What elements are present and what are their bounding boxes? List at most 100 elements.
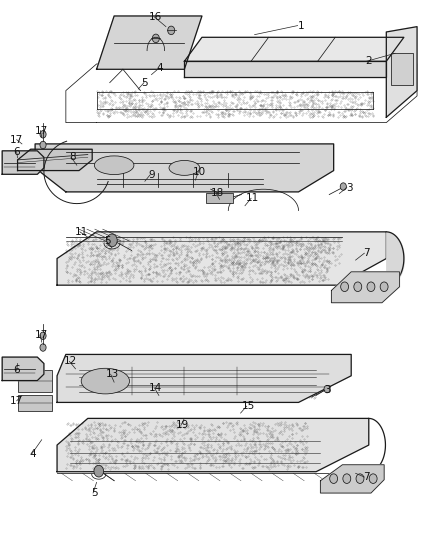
Point: [107, 106, 114, 114]
Point: [227, 246, 234, 255]
Point: [215, 423, 222, 432]
Point: [300, 100, 307, 108]
Point: [334, 243, 341, 252]
Point: [268, 381, 276, 389]
Point: [178, 458, 185, 466]
Point: [328, 111, 336, 119]
Point: [182, 268, 189, 277]
Point: [308, 381, 315, 389]
Point: [167, 238, 174, 247]
Point: [335, 252, 342, 260]
Point: [132, 364, 139, 373]
Point: [101, 378, 108, 387]
Point: [111, 457, 118, 466]
Point: [172, 243, 179, 252]
Point: [89, 244, 96, 252]
Point: [192, 365, 199, 374]
Point: [269, 444, 276, 453]
Point: [222, 92, 229, 101]
Point: [243, 240, 250, 248]
Point: [315, 273, 322, 282]
Point: [160, 260, 167, 269]
Point: [229, 261, 236, 269]
Point: [125, 367, 132, 376]
Point: [199, 385, 206, 394]
Point: [261, 441, 268, 450]
Point: [206, 370, 213, 378]
Point: [120, 429, 127, 437]
Point: [225, 418, 232, 427]
Point: [305, 373, 312, 381]
Point: [237, 383, 244, 392]
Point: [68, 379, 75, 387]
Point: [162, 421, 170, 430]
Point: [252, 387, 259, 396]
Point: [224, 458, 231, 466]
Point: [138, 234, 145, 243]
Point: [287, 86, 294, 95]
Point: [286, 242, 293, 251]
Point: [172, 277, 179, 285]
Point: [291, 368, 298, 376]
Point: [118, 240, 125, 248]
Point: [205, 112, 212, 121]
Point: [137, 273, 144, 281]
Point: [319, 112, 326, 121]
Point: [283, 264, 290, 272]
Point: [307, 374, 314, 383]
Point: [291, 356, 298, 365]
Point: [210, 266, 217, 274]
Point: [244, 372, 251, 381]
Point: [123, 455, 130, 463]
Point: [309, 252, 316, 260]
Point: [324, 111, 331, 119]
Text: 16: 16: [149, 12, 162, 22]
Point: [223, 452, 230, 461]
Point: [160, 271, 167, 280]
Point: [102, 236, 109, 245]
Point: [213, 448, 220, 456]
Point: [219, 456, 226, 464]
Point: [142, 462, 149, 470]
Point: [282, 446, 289, 454]
Point: [277, 457, 284, 465]
Point: [141, 237, 148, 246]
Point: [142, 366, 149, 375]
Point: [280, 110, 287, 119]
Point: [317, 242, 324, 251]
Point: [254, 257, 261, 266]
Point: [175, 110, 182, 119]
Point: [280, 276, 287, 285]
Point: [128, 99, 135, 107]
Point: [250, 463, 257, 472]
Point: [94, 377, 101, 386]
Point: [86, 437, 93, 446]
Point: [77, 380, 84, 389]
Point: [288, 261, 295, 269]
Point: [161, 388, 168, 397]
Point: [330, 256, 337, 264]
Point: [145, 389, 152, 397]
Point: [113, 375, 120, 384]
Point: [84, 356, 91, 364]
Point: [228, 252, 235, 260]
Point: [191, 382, 198, 390]
Point: [269, 244, 276, 252]
Point: [338, 109, 345, 117]
Point: [237, 430, 244, 438]
Point: [72, 459, 79, 467]
Point: [228, 86, 235, 95]
Point: [171, 101, 178, 110]
Point: [75, 255, 82, 264]
Point: [250, 245, 257, 254]
Point: [227, 377, 234, 386]
Point: [259, 373, 266, 381]
Point: [164, 255, 171, 263]
Point: [72, 419, 79, 428]
Point: [212, 276, 219, 285]
Point: [163, 394, 170, 403]
Point: [279, 243, 286, 252]
Point: [174, 87, 181, 95]
Point: [205, 435, 212, 444]
Point: [249, 463, 256, 472]
